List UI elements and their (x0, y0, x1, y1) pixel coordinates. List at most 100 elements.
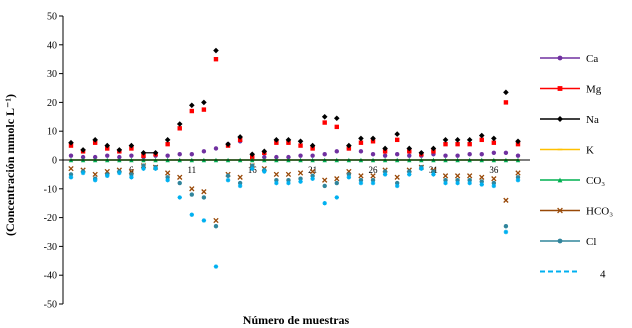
data-point (515, 177, 521, 183)
legend-label: CO₃ (586, 175, 605, 187)
data-point (68, 175, 74, 180)
data-point (503, 100, 509, 105)
legend-label: Ca (586, 53, 598, 65)
data-point (557, 116, 563, 122)
data-point (515, 153, 521, 158)
series-hco- (68, 163, 521, 224)
data-point (479, 174, 485, 180)
data-point (407, 149, 412, 154)
data-point (177, 126, 182, 131)
data-point (454, 137, 461, 143)
data-point (68, 165, 74, 172)
data-point (333, 115, 340, 122)
data-point (382, 149, 388, 154)
data-point (225, 173, 231, 179)
data-point (274, 154, 279, 160)
data-point (443, 153, 448, 158)
legend-item: Na (540, 114, 599, 126)
data-point (322, 201, 327, 206)
data-point (92, 177, 98, 183)
data-point (176, 121, 183, 127)
data-point (394, 152, 400, 157)
data-point (129, 175, 134, 180)
data-point (237, 174, 243, 180)
x-tick-label: 36 (489, 165, 499, 175)
data-point (68, 139, 74, 146)
data-point (321, 114, 328, 120)
y-tick-label: -20 (44, 213, 57, 224)
legend-item: Cl (540, 236, 596, 248)
data-point (334, 124, 339, 130)
data-point (80, 154, 86, 160)
series-mg (68, 57, 521, 160)
data-point (358, 173, 364, 179)
data-point (479, 182, 484, 187)
data-point (467, 173, 473, 179)
data-point (105, 146, 110, 151)
data-point (418, 150, 425, 156)
data-point (455, 141, 460, 147)
x-tick-label: 26 (369, 165, 379, 175)
legend-label: K (586, 145, 594, 157)
data-point (165, 141, 170, 147)
data-point (116, 147, 123, 153)
data-point (557, 238, 563, 244)
data-point (68, 153, 74, 158)
data-point (80, 147, 86, 153)
data-point (394, 183, 400, 189)
data-point (165, 177, 170, 183)
data-point (370, 173, 376, 179)
x-tick-label: 11 (187, 165, 196, 175)
series-extra-7 (68, 166, 521, 269)
y-tick-label: -40 (44, 271, 57, 282)
data-point (358, 180, 364, 186)
data-point (298, 143, 303, 148)
legend-label: HCO₃ (586, 206, 613, 218)
data-point (141, 166, 146, 171)
legend-item: Mg (540, 84, 602, 96)
data-point (503, 197, 509, 203)
data-point (117, 170, 122, 176)
data-point (164, 137, 171, 143)
data-point (297, 170, 304, 176)
data-point (515, 138, 521, 145)
data-point (394, 174, 400, 180)
data-point (557, 207, 563, 214)
data-point (346, 146, 352, 151)
data-point (237, 134, 243, 140)
data-point (455, 153, 460, 158)
data-point (273, 171, 280, 178)
data-point (225, 141, 231, 147)
data-point (322, 177, 328, 183)
data-point (322, 152, 327, 157)
data-point (262, 169, 267, 174)
legend-item: HCO₃ (540, 206, 613, 218)
data-point (105, 173, 110, 179)
data-point (177, 152, 182, 157)
data-point (322, 120, 327, 125)
data-point (467, 180, 472, 186)
legend-label: Na (586, 114, 599, 126)
data-point (201, 107, 207, 112)
data-point (370, 180, 376, 186)
legend-label-suffix: 4 (600, 269, 606, 281)
data-point (491, 176, 497, 182)
data-point (467, 141, 472, 147)
data-point (491, 140, 497, 145)
data-point (213, 47, 219, 54)
legend-item: K (540, 145, 594, 157)
y-tick-label: -50 (44, 300, 57, 311)
data-point (201, 195, 207, 200)
data-point (213, 57, 219, 62)
data-point (346, 175, 352, 180)
data-point (274, 180, 279, 186)
data-point (201, 189, 207, 195)
data-point (334, 195, 339, 200)
data-point (382, 145, 388, 152)
data-point (382, 172, 388, 177)
data-point (442, 137, 449, 143)
legend-item: 4 (540, 269, 606, 281)
data-point (394, 131, 400, 137)
data-point (80, 170, 86, 176)
